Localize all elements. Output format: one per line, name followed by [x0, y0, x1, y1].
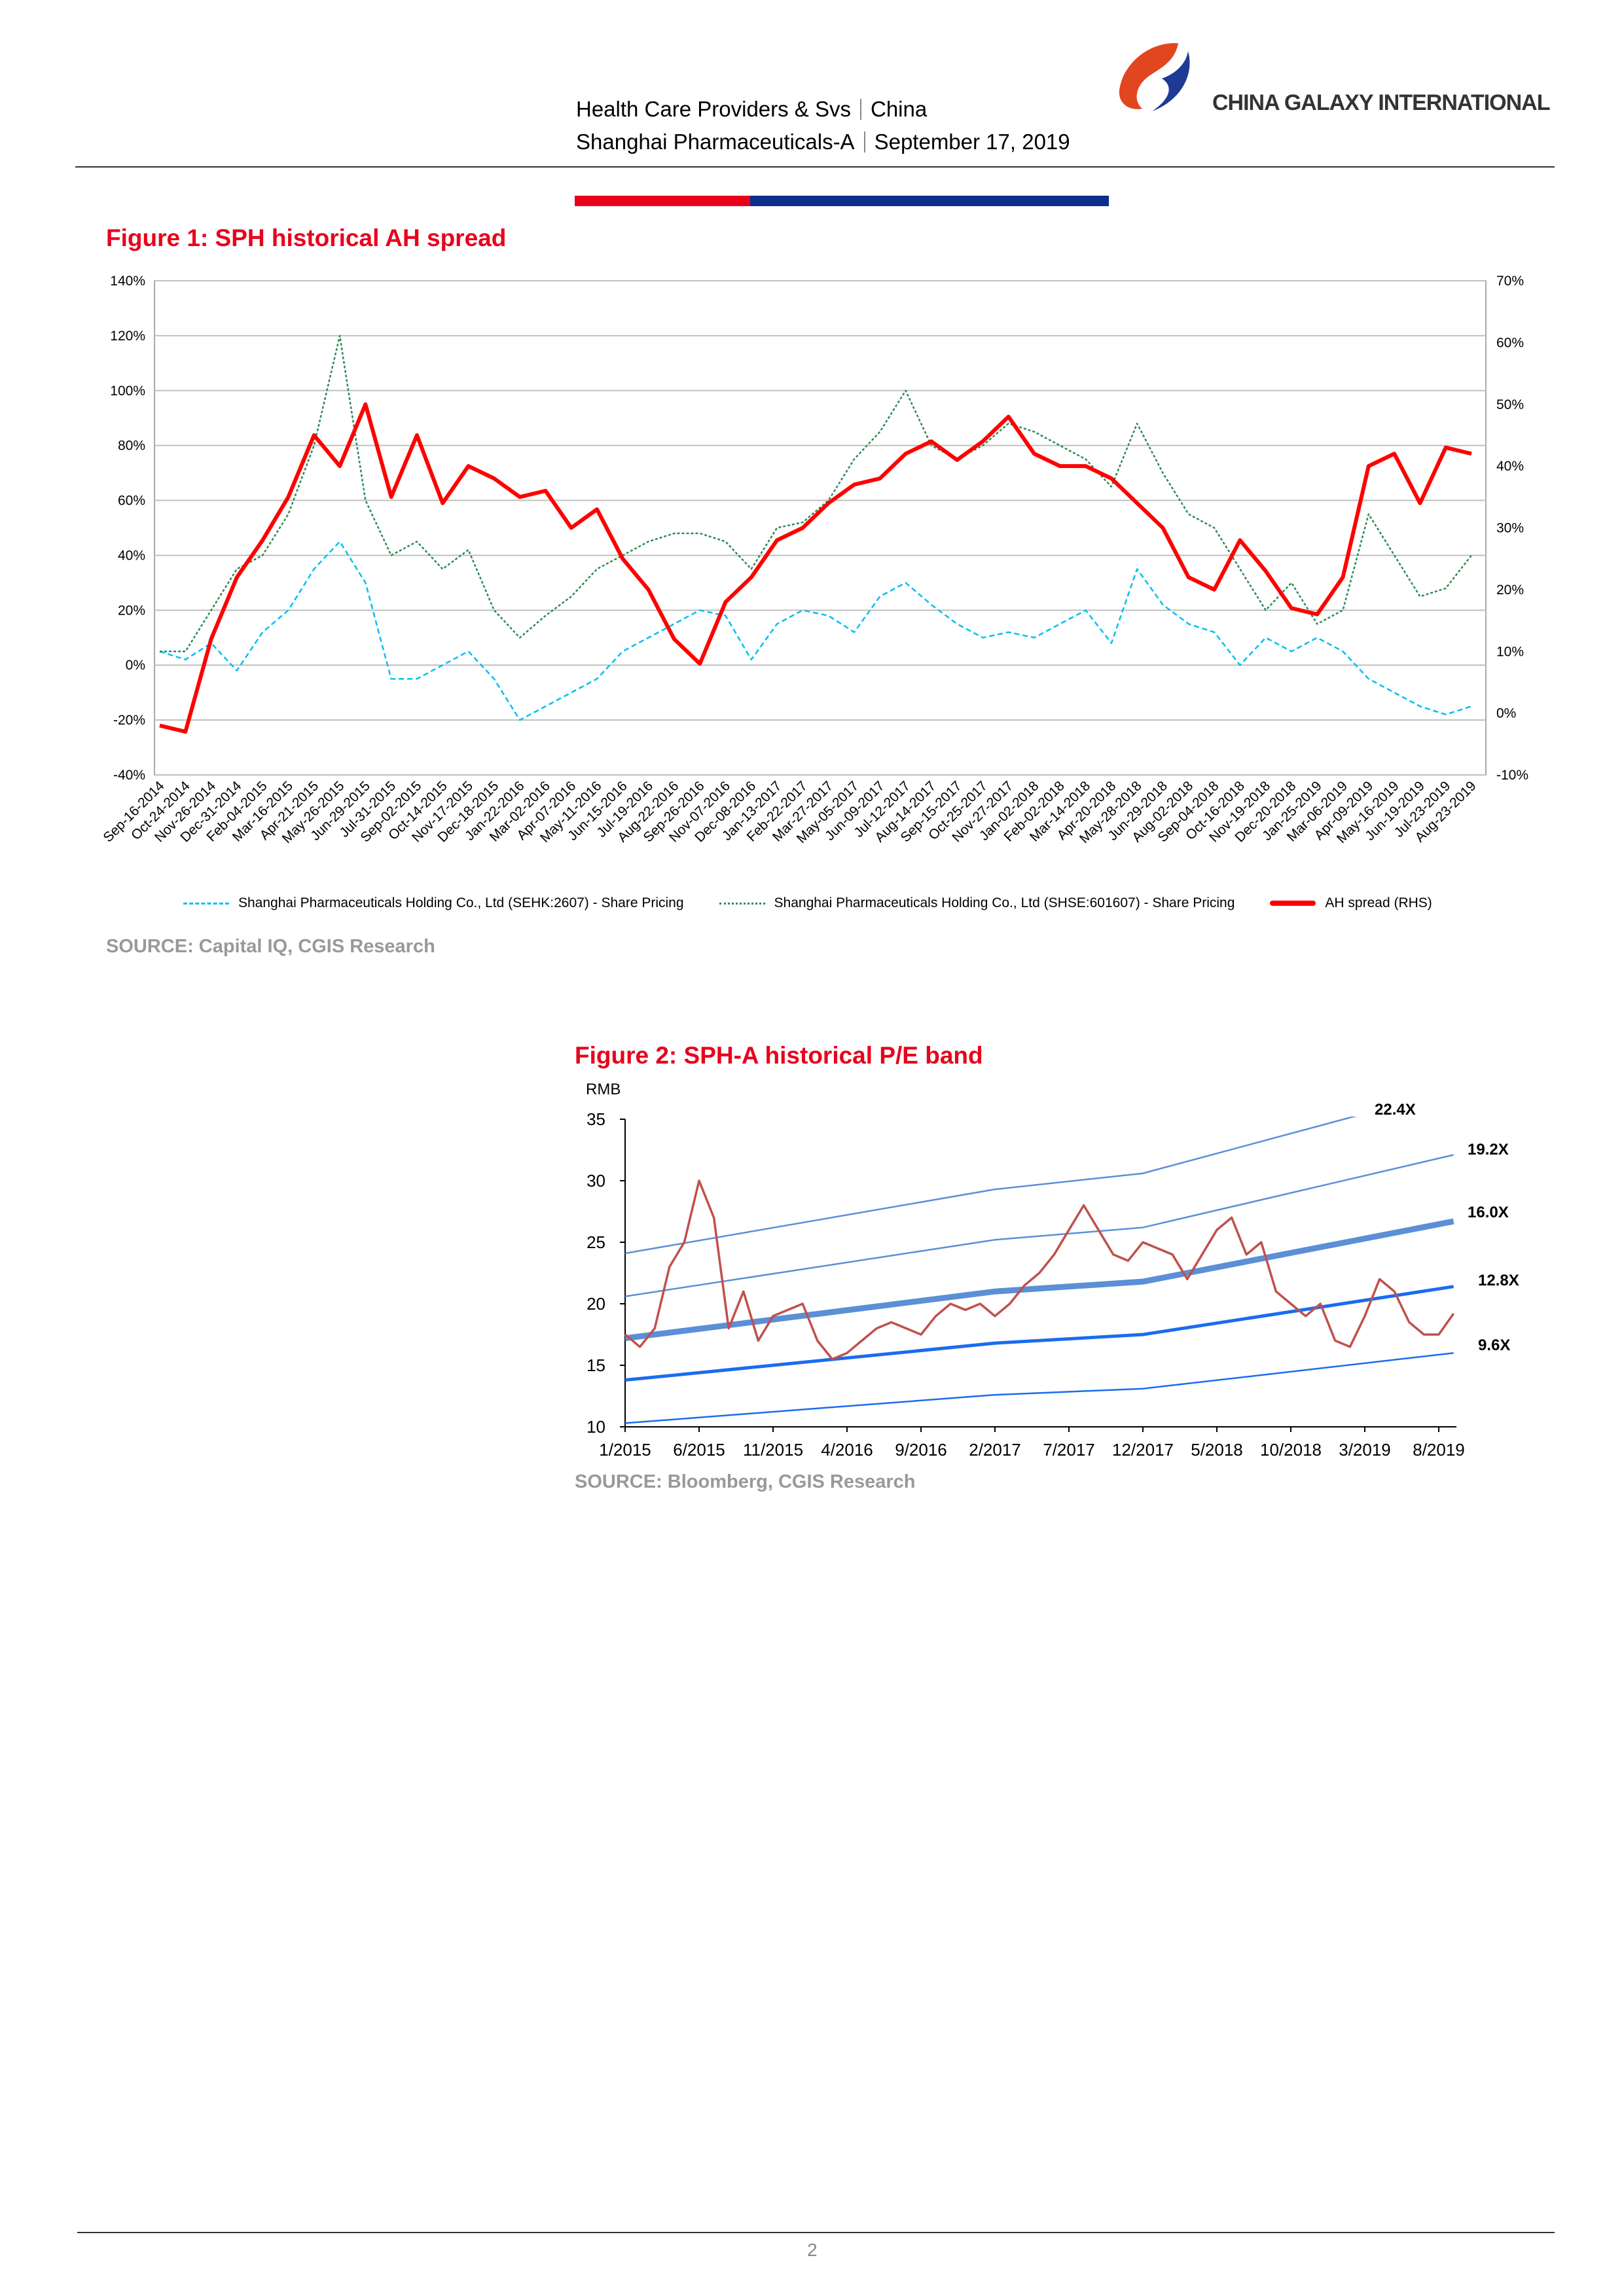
left-tick-label: -20% [113, 713, 145, 728]
left-tick-label: 140% [110, 274, 145, 289]
figure1-chart: -40% -20% 0% 20% 40% 60% 80% 100% 120% 140% -10% 0%… [100, 274, 1528, 846]
header-company-line: Shanghai Pharmaceuticals-A September 17, … [576, 130, 1070, 154]
galaxy-logo-icon [1119, 43, 1190, 111]
x-tick-label: 6/2015 [673, 1440, 725, 1460]
y-tick-label: 35 [586, 1109, 605, 1129]
y-tick-label: 25 [586, 1232, 605, 1252]
a-share-price-line [160, 334, 1472, 653]
legend-label-h-share: Shanghai Pharmaceuticals Holding Co., Lt… [238, 895, 684, 910]
right-tick-label: 50% [1496, 397, 1524, 412]
header-sector-line: Health Care Providers & Svs China [576, 97, 927, 122]
x-tick-label: 7/2017 [1043, 1440, 1095, 1460]
page-number: 2 [807, 2240, 818, 2260]
pe-band-line [625, 1154, 1454, 1297]
ah-spread-line [159, 402, 1472, 734]
left-tick-label: -40% [113, 768, 145, 783]
header-date: September 17, 2019 [874, 130, 1070, 154]
y-axis-unit-label: RMB [586, 1081, 621, 1098]
x-tick-label: 10/2018 [1260, 1440, 1322, 1460]
y-tick-label: 20 [586, 1294, 605, 1314]
color-bar-red [575, 196, 750, 206]
right-tick-label: -10% [1496, 768, 1528, 783]
color-bar-blue [750, 196, 1109, 206]
h-share-price-line [159, 541, 1472, 721]
left-tick-label: 40% [118, 548, 145, 563]
x-tick-label: 3/2019 [1339, 1440, 1391, 1460]
legend-label-ah-spread: AH spread (RHS) [1325, 895, 1432, 910]
right-tick-label: 70% [1496, 274, 1524, 289]
pe-band-line [625, 1352, 1454, 1424]
left-tick-label: 20% [118, 603, 145, 618]
x-tick-label: 9/2016 [895, 1440, 947, 1460]
header-company: Shanghai Pharmaceuticals-A [576, 130, 855, 154]
right-tick-label: 60% [1496, 335, 1524, 350]
left-tick-label: 100% [110, 384, 145, 399]
logo-text-en: CHINA GALAXY INTERNATIONAL [1212, 90, 1550, 115]
pe-band-line [625, 1285, 1454, 1382]
legend-swatch-h-share [183, 902, 229, 905]
header-rule [75, 166, 1555, 168]
x-tick-label: 4/2016 [821, 1440, 873, 1460]
figure2-chart: RMB 10 15 20 25 30 35 1/2015 6/2015 11/2015 4/2016… [586, 1081, 1519, 1460]
header-country: China [871, 97, 928, 121]
x-tick-label: 5/2018 [1191, 1440, 1243, 1460]
price-line [624, 1179, 1455, 1361]
right-tick-label: 20% [1496, 583, 1524, 598]
figure1-legend: Shanghai Pharmaceuticals Holding Co., Lt… [183, 895, 1432, 911]
right-tick-label: 30% [1496, 521, 1524, 536]
x-tick-label: 1/2015 [599, 1440, 651, 1460]
x-tick-label: 8/2019 [1413, 1440, 1465, 1460]
legend-swatch-ah-spread [1270, 901, 1316, 906]
separator [860, 99, 861, 120]
right-tick-label: 0% [1496, 706, 1516, 721]
header-sector: Health Care Providers & Svs [576, 97, 851, 121]
company-logo: CHINA GALAXY INTERNATIONAL [1113, 38, 1558, 117]
left-tick-label: 60% [118, 493, 145, 509]
pe-band-label: 19.2X [1468, 1141, 1509, 1158]
figure2-source: SOURCE: Bloomberg, CGIS Research [575, 1471, 916, 1492]
pe-band-label: 22.4X [1375, 1101, 1416, 1119]
pe-band-label: 16.0X [1468, 1204, 1509, 1221]
legend-label-a-share: Shanghai Pharmaceuticals Holding Co., Lt… [774, 895, 1235, 910]
y-tick-label: 10 [586, 1417, 605, 1437]
figure2-title: Figure 2: SPH-A historical P/E band [575, 1042, 983, 1069]
left-tick-label: 0% [126, 658, 145, 673]
pe-band-label: 12.8X [1478, 1272, 1519, 1289]
y-tick-label: 15 [586, 1355, 605, 1375]
pe-band-line [625, 1218, 1454, 1342]
right-tick-label: 40% [1496, 459, 1524, 474]
pe-band-label: 9.6X [1478, 1336, 1510, 1354]
figure1-source: SOURCE: Capital IQ, CGIS Research [106, 936, 435, 957]
figure1-title: Figure 1: SPH historical AH spread [106, 224, 507, 251]
left-tick-label: 120% [110, 329, 145, 344]
right-tick-label: 10% [1496, 644, 1524, 659]
legend-swatch-a-share [719, 902, 765, 905]
x-tick-label: 2/2017 [969, 1440, 1021, 1460]
x-tick-label: 11/2015 [743, 1440, 803, 1460]
pe-band-line [625, 1117, 1357, 1255]
x-tick-label: 12/2017 [1112, 1440, 1174, 1460]
footer-rule [77, 2232, 1555, 2233]
y-tick-label: 30 [586, 1171, 605, 1191]
separator [863, 132, 865, 152]
left-tick-label: 80% [118, 439, 145, 454]
